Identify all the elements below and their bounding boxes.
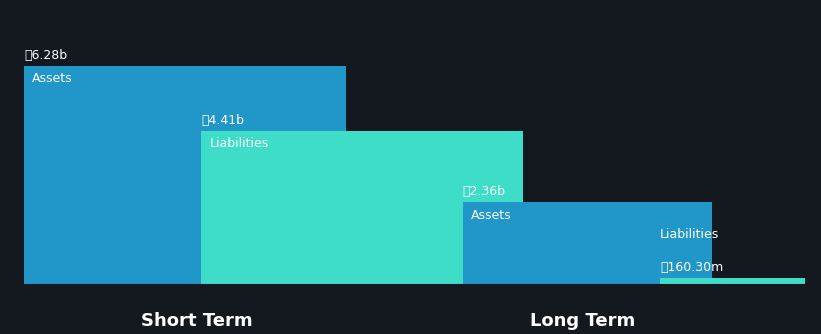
Text: Long Term: Long Term xyxy=(530,312,635,330)
Text: Assets: Assets xyxy=(470,208,511,221)
Text: Assets: Assets xyxy=(32,72,73,86)
Text: ৳2.36b: ৳2.36b xyxy=(463,185,506,198)
Text: ৳4.41b: ৳4.41b xyxy=(201,114,245,127)
Bar xyxy=(201,131,523,284)
Text: ৳160.30m: ৳160.30m xyxy=(660,262,723,275)
Bar xyxy=(463,202,712,284)
Text: Short Term: Short Term xyxy=(141,312,253,330)
Bar xyxy=(25,66,346,284)
Bar xyxy=(660,278,805,284)
Text: ৳6.28b: ৳6.28b xyxy=(25,49,67,62)
Text: Liabilities: Liabilities xyxy=(660,228,719,241)
Text: Liabilities: Liabilities xyxy=(209,137,268,150)
